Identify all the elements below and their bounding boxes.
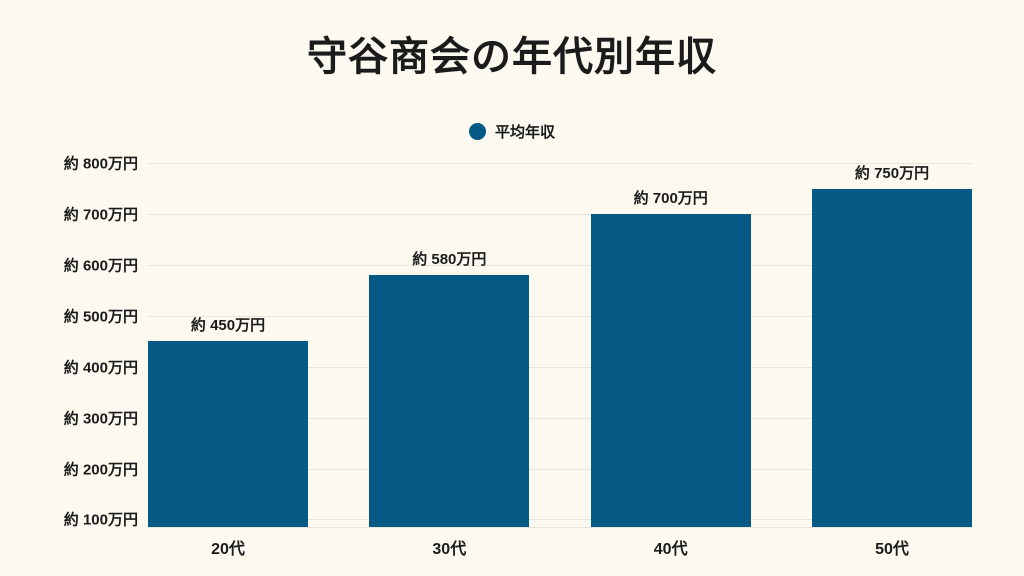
y-axis: 約 800万円約 700万円約 600万円約 500万円約 400万円約 300… bbox=[0, 156, 138, 529]
y-axis-tick-label: 約 600万円 bbox=[63, 257, 138, 275]
bar-group: 約 750万円 bbox=[812, 163, 972, 527]
y-axis-tick-label: 約 500万円 bbox=[63, 308, 138, 326]
bar-value-label: 約 750万円 bbox=[854, 164, 930, 182]
legend-marker-icon bbox=[468, 123, 486, 140]
bar-group: 約 700万円 bbox=[590, 163, 751, 527]
y-axis-tick-label: 約 400万円 bbox=[63, 359, 138, 377]
bar-value-label: 約 450万円 bbox=[190, 317, 266, 335]
y-axis-tick-label: 約 800万円 bbox=[63, 155, 138, 173]
x-axis: 20代 30代 40代 50代 bbox=[148, 535, 972, 559]
legend-label: 平均年収 bbox=[494, 124, 555, 141]
legend: 平均年収 bbox=[0, 121, 1024, 142]
bar bbox=[148, 341, 308, 527]
gridline bbox=[148, 213, 972, 215]
x-axis-category-label: 50代 bbox=[875, 541, 909, 558]
gridline bbox=[148, 417, 972, 419]
bar-group: 約 450万円 bbox=[148, 163, 308, 527]
y-axis-tick-label: 約 100万円 bbox=[63, 511, 138, 529]
x-axis-category-label: 40代 bbox=[653, 541, 688, 558]
y-axis-tick-label: 約 700万円 bbox=[63, 206, 138, 224]
gridline bbox=[148, 366, 972, 368]
x-axis-category-label: 20代 bbox=[211, 541, 245, 558]
bar bbox=[812, 188, 972, 527]
x-axis-category-label: 30代 bbox=[432, 541, 467, 558]
chart-title: 守谷商会の年代別年収 bbox=[307, 35, 717, 79]
gridline bbox=[148, 264, 972, 266]
gridline bbox=[148, 468, 972, 470]
y-axis-tick-label: 約 300万円 bbox=[63, 410, 138, 427]
bar bbox=[369, 275, 530, 527]
y-axis-tick-label: 約 200万円 bbox=[63, 461, 138, 478]
bar bbox=[590, 213, 751, 527]
gridline bbox=[148, 519, 972, 521]
bar-value-label: 約 580万円 bbox=[412, 251, 487, 268]
x-axis-line bbox=[148, 527, 972, 528]
gridline bbox=[148, 163, 972, 164]
bar-value-label: 約 700万円 bbox=[633, 189, 708, 207]
plot-area: 約 450万円 約 580万円 約 700万円 約 750万円 bbox=[148, 163, 972, 528]
bar-group: 約 580万円 bbox=[369, 163, 530, 527]
gridline bbox=[148, 315, 972, 317]
